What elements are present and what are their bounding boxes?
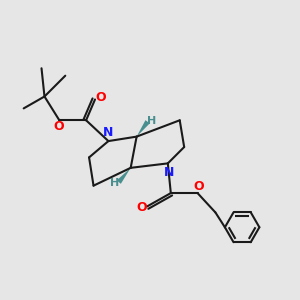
Text: O: O xyxy=(95,91,106,103)
Text: H: H xyxy=(147,116,156,126)
Polygon shape xyxy=(117,168,131,184)
Text: N: N xyxy=(103,126,114,139)
Text: O: O xyxy=(53,120,64,133)
Text: O: O xyxy=(136,202,147,214)
Text: H: H xyxy=(110,178,119,188)
Text: O: O xyxy=(193,180,204,193)
Polygon shape xyxy=(136,120,150,136)
Text: N: N xyxy=(164,166,175,179)
